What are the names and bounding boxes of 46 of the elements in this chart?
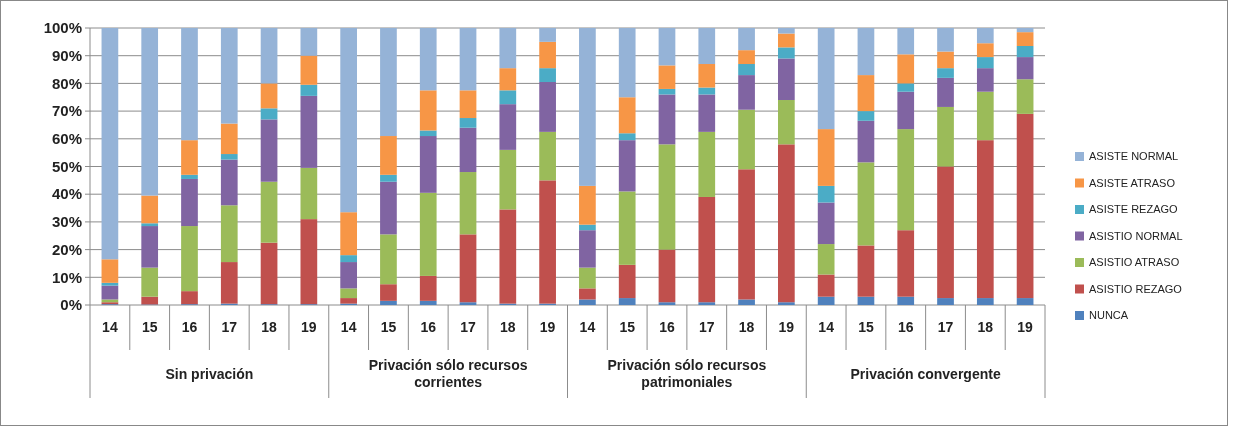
x-tick-label: 18 xyxy=(261,319,278,336)
text: Sin privación xyxy=(165,365,254,382)
x-tick-label: 19 xyxy=(539,319,556,336)
y-tick-label: 40% xyxy=(51,185,82,203)
x-tick-label: 14 xyxy=(818,319,835,336)
legend-label: ASISTIO REZAGO xyxy=(1089,282,1183,295)
x-tick-label: 14 xyxy=(340,319,357,336)
legend-label: ASISTIO NORMAL xyxy=(1089,229,1183,242)
x-tick-label: 18 xyxy=(738,319,755,336)
legend-label: ASISTE ATRASO xyxy=(1089,176,1176,189)
x-tick-label: 15 xyxy=(141,319,158,336)
y-tick-label: 80% xyxy=(51,74,82,92)
y-tick-label: 90% xyxy=(51,46,82,64)
x-tick-label: 17 xyxy=(698,319,715,336)
x-tick-label: 15 xyxy=(619,319,636,336)
x-tick-label: 14 xyxy=(579,319,596,336)
legend-label: ASISTE NORMAL xyxy=(1089,150,1179,163)
legend-label: ASISTE REZAGO xyxy=(1089,203,1179,216)
x-tick-label: 17 xyxy=(221,319,238,336)
x-tick-label: 16 xyxy=(659,319,675,336)
x-tick-label: 18 xyxy=(500,319,516,336)
x-tick-label: 19 xyxy=(1017,319,1034,336)
x-tick-label: 16 xyxy=(897,319,914,336)
x-tick-label: 17 xyxy=(937,319,954,336)
y-tick-label: 50% xyxy=(51,157,82,175)
x-tick-label: 15 xyxy=(858,319,874,336)
x-tick-label: 19 xyxy=(301,319,317,336)
x-tick-label: 15 xyxy=(380,319,397,336)
y-tick-label: 0% xyxy=(60,296,82,314)
y-tick-label: 70% xyxy=(51,102,82,120)
x-tick-label: 16 xyxy=(420,319,437,336)
x-tick-label: 16 xyxy=(181,319,198,336)
text: Privación sólo recursos corrientes xyxy=(368,357,528,391)
legend-label: NUNCA xyxy=(1089,309,1129,322)
y-tick-label: 30% xyxy=(51,213,82,231)
x-tick-label: 18 xyxy=(977,319,994,336)
x-tick-label: 17 xyxy=(460,319,477,336)
x-tick-label: 14 xyxy=(102,319,118,336)
y-tick-label: 100% xyxy=(43,19,82,37)
text: Privación convergente xyxy=(850,365,1001,382)
legend-label: ASISTIO ATRASO xyxy=(1089,256,1180,269)
x-tick-label: 19 xyxy=(778,319,795,336)
y-tick-label: 10% xyxy=(51,268,82,286)
text: Privación sólo recursos patrimoniales xyxy=(607,357,767,391)
y-tick-label: 60% xyxy=(51,130,82,148)
y-tick-label: 20% xyxy=(51,240,82,258)
